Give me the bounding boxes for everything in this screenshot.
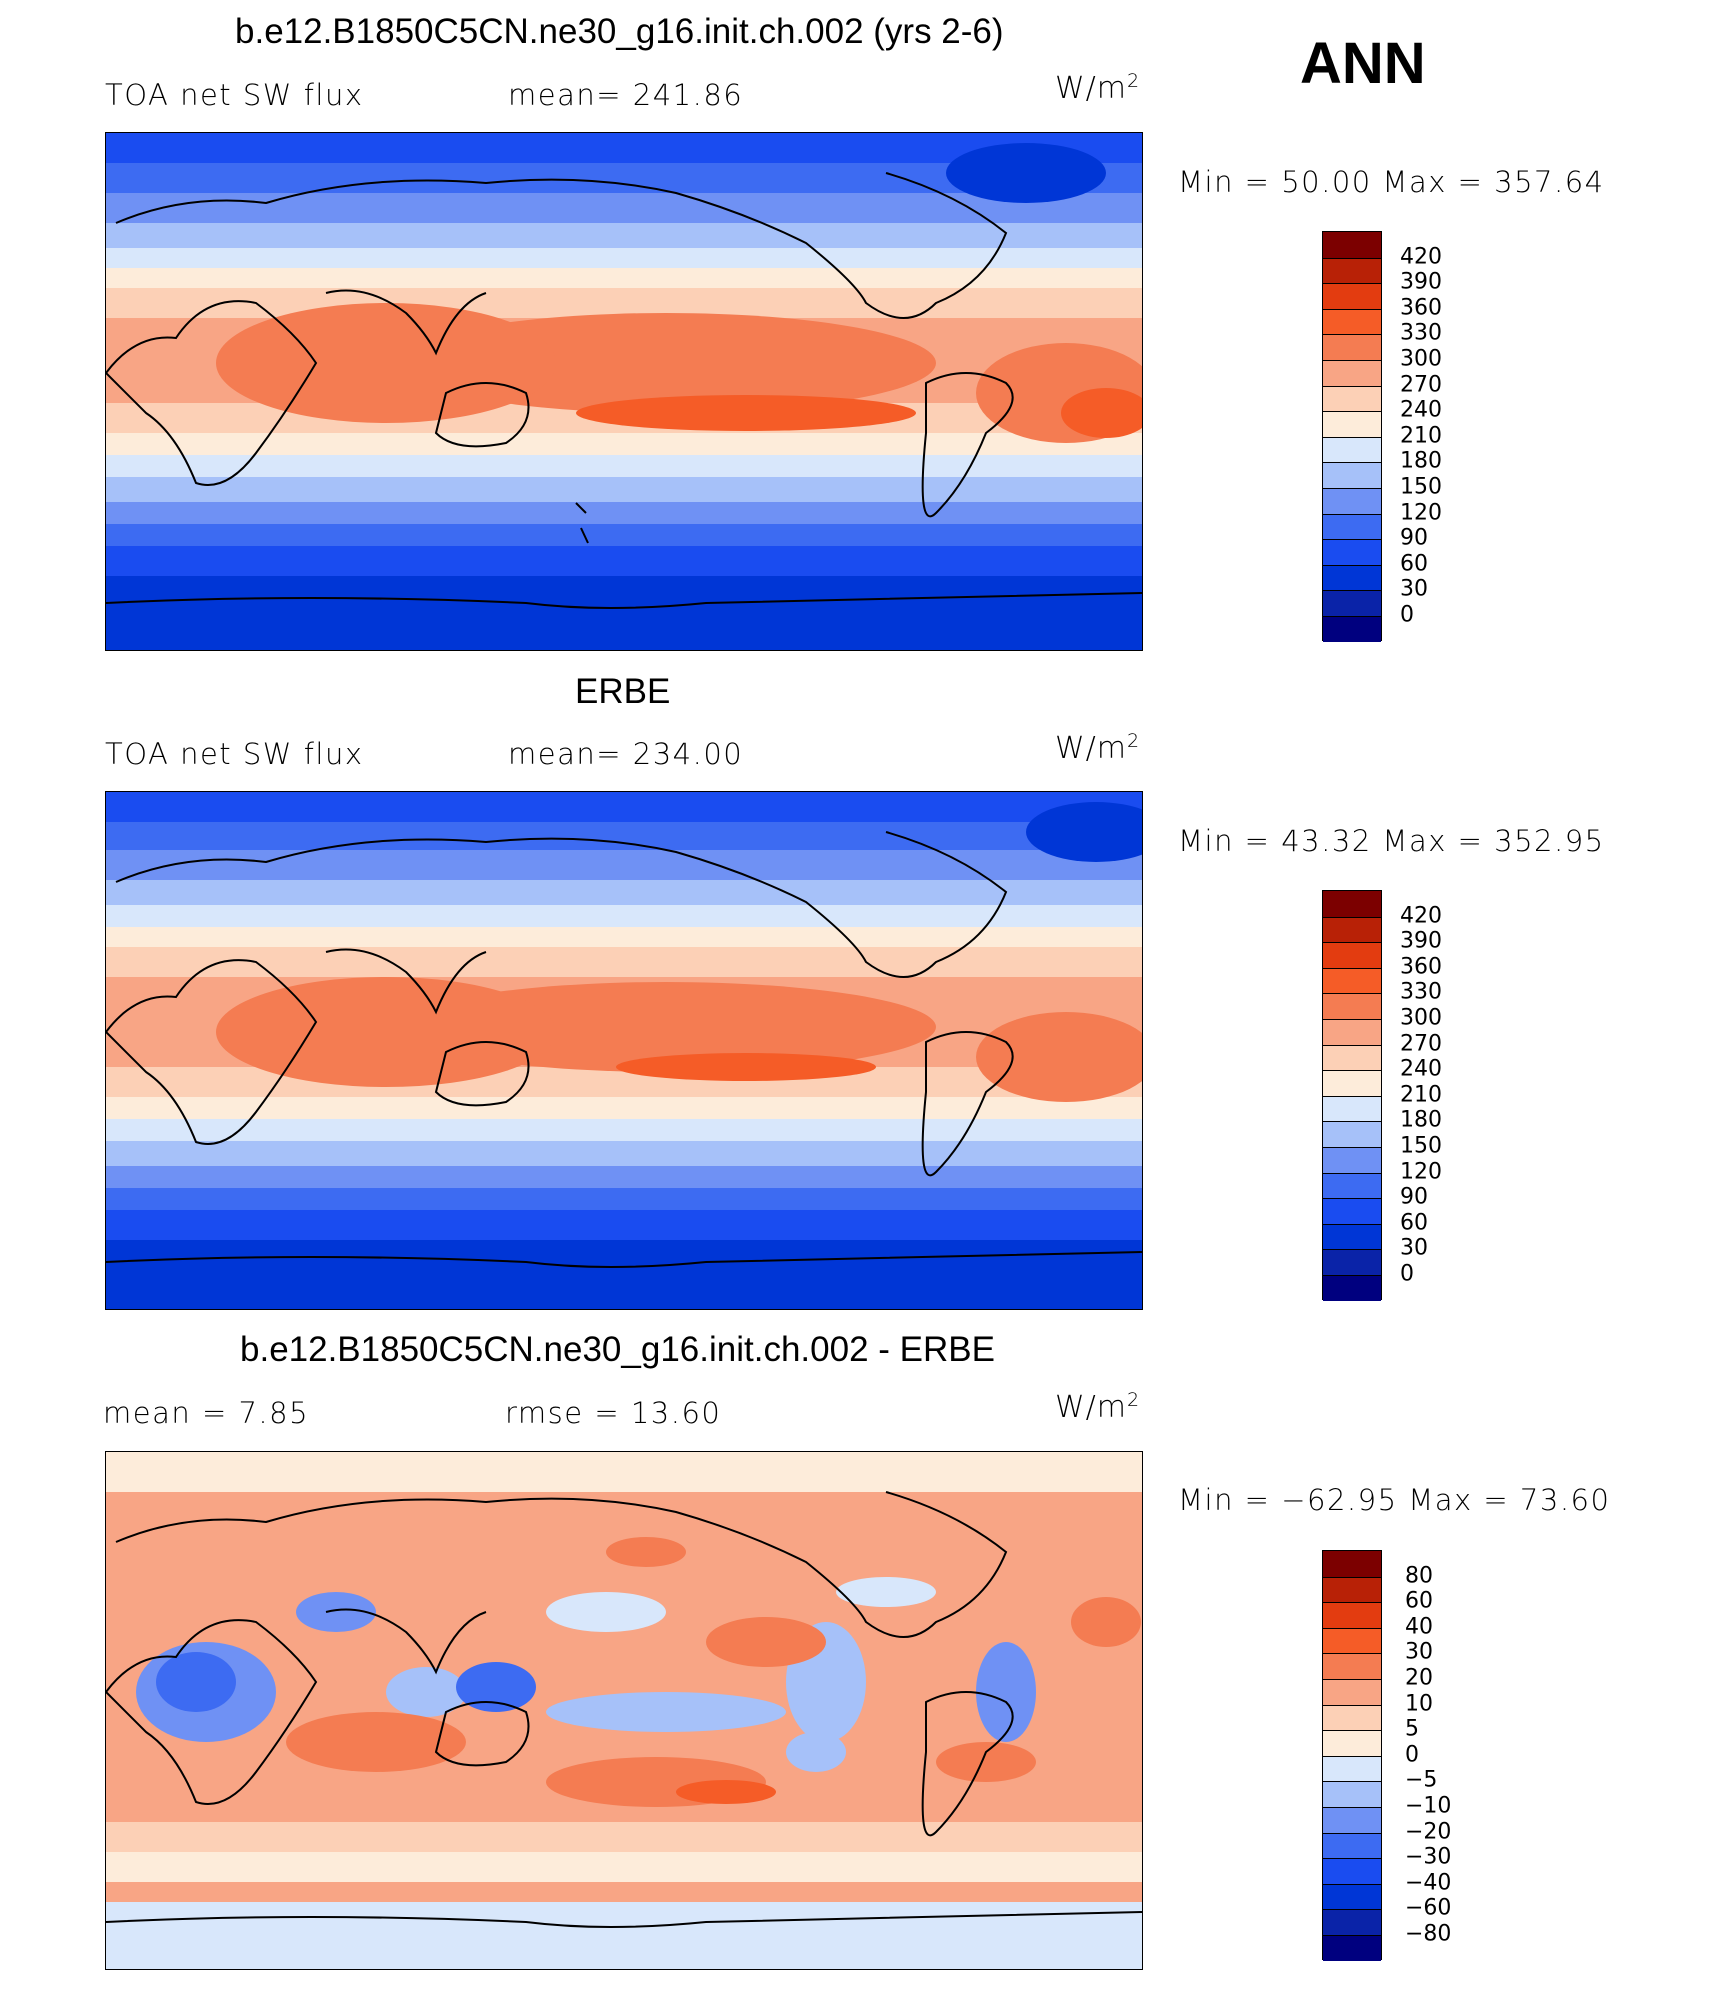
colorbar-tick: 5	[1405, 1716, 1419, 1742]
panel-title: b.e12.B1850C5CN.ne30_g16.init.ch.002 - E…	[240, 1330, 995, 1369]
colorbar-tick: 180	[1400, 448, 1442, 474]
colorbar-tick: 330	[1400, 979, 1442, 1005]
colorbar	[1322, 1550, 1382, 1961]
colorbar-tick: 150	[1400, 1133, 1442, 1159]
colorbar-tick: 420	[1400, 903, 1442, 929]
colorbar-tick: 40	[1405, 1614, 1433, 1640]
colorbar-tick: 120	[1400, 500, 1442, 526]
colorbar-tick: −80	[1405, 1921, 1452, 1947]
colorbar-tick: 180	[1400, 1107, 1442, 1133]
colorbar-tick: 120	[1400, 1159, 1442, 1185]
colorbar-tick: 240	[1400, 397, 1442, 423]
colorbar-tick: 30	[1405, 1639, 1433, 1665]
mean-label: mean= 234.00	[508, 737, 744, 771]
colorbar	[1322, 231, 1382, 642]
colorbar-tick: 210	[1400, 423, 1442, 449]
map-diff	[105, 1451, 1143, 1970]
season-label: ANN	[1300, 31, 1426, 96]
colorbar-tick: −10	[1405, 1793, 1452, 1819]
colorbar-tick: 0	[1400, 602, 1414, 628]
minmax-label: Min = −62.95 Max = 73.60	[1178, 1483, 1611, 1517]
colorbar-tick: 150	[1400, 474, 1442, 500]
colorbar-tick: 60	[1400, 551, 1428, 577]
colorbar-tick: −5	[1405, 1767, 1438, 1793]
units-label: W/m2	[1055, 730, 1141, 766]
panel-title: ERBE	[575, 672, 671, 711]
colorbar-tick: 420	[1400, 244, 1442, 270]
mean-label: mean= 241.86	[508, 78, 744, 112]
units-label: W/m2	[1055, 1389, 1141, 1425]
colorbar-tick: 0	[1400, 1261, 1414, 1287]
map-model	[105, 132, 1143, 651]
minmax-label: Min = 50.00 Max = 357.64	[1178, 165, 1605, 199]
units-label: W/m2	[1055, 70, 1141, 106]
mean-label: mean = 7.85	[103, 1396, 310, 1430]
variable-label: TOA net SW flux	[105, 737, 364, 771]
panel-title: b.e12.B1850C5CN.ne30_g16.init.ch.002 (yr…	[235, 12, 1004, 51]
colorbar-tick: −30	[1405, 1844, 1452, 1870]
colorbar-tick: 390	[1400, 928, 1442, 954]
colorbar-tick: 0	[1405, 1742, 1419, 1768]
colorbar	[1322, 890, 1382, 1301]
colorbar-tick: 60	[1405, 1588, 1433, 1614]
colorbar-tick: 210	[1400, 1082, 1442, 1108]
colorbar-tick: 300	[1400, 346, 1442, 372]
colorbar-tick: 360	[1400, 954, 1442, 980]
colorbar-tick: 90	[1400, 525, 1428, 551]
colorbar-tick: −40	[1405, 1870, 1452, 1896]
colorbar-tick: 270	[1400, 1031, 1442, 1057]
colorbar-tick: 240	[1400, 1056, 1442, 1082]
minmax-label: Min = 43.32 Max = 352.95	[1178, 824, 1605, 858]
colorbar-tick: 300	[1400, 1005, 1442, 1031]
colorbar-tick: −20	[1405, 1819, 1452, 1845]
rmse-label: rmse = 13.60	[505, 1396, 722, 1430]
colorbar-tick: 60	[1400, 1210, 1428, 1236]
colorbar-tick: 30	[1400, 576, 1428, 602]
colorbar-tick: 90	[1400, 1184, 1428, 1210]
variable-label: TOA net SW flux	[105, 78, 364, 112]
colorbar-tick: 270	[1400, 372, 1442, 398]
colorbar-tick: 80	[1405, 1563, 1433, 1589]
map-obs	[105, 791, 1143, 1310]
colorbar-tick: 330	[1400, 320, 1442, 346]
colorbar-tick: 390	[1400, 269, 1442, 295]
colorbar-tick: 360	[1400, 295, 1442, 321]
colorbar-tick: 30	[1400, 1235, 1428, 1261]
map-graphic	[106, 133, 1142, 650]
map-graphic	[106, 1452, 1142, 1969]
map-graphic	[106, 792, 1142, 1309]
colorbar-tick: 10	[1405, 1691, 1433, 1717]
colorbar-tick: −60	[1405, 1895, 1452, 1921]
colorbar-tick: 20	[1405, 1665, 1433, 1691]
